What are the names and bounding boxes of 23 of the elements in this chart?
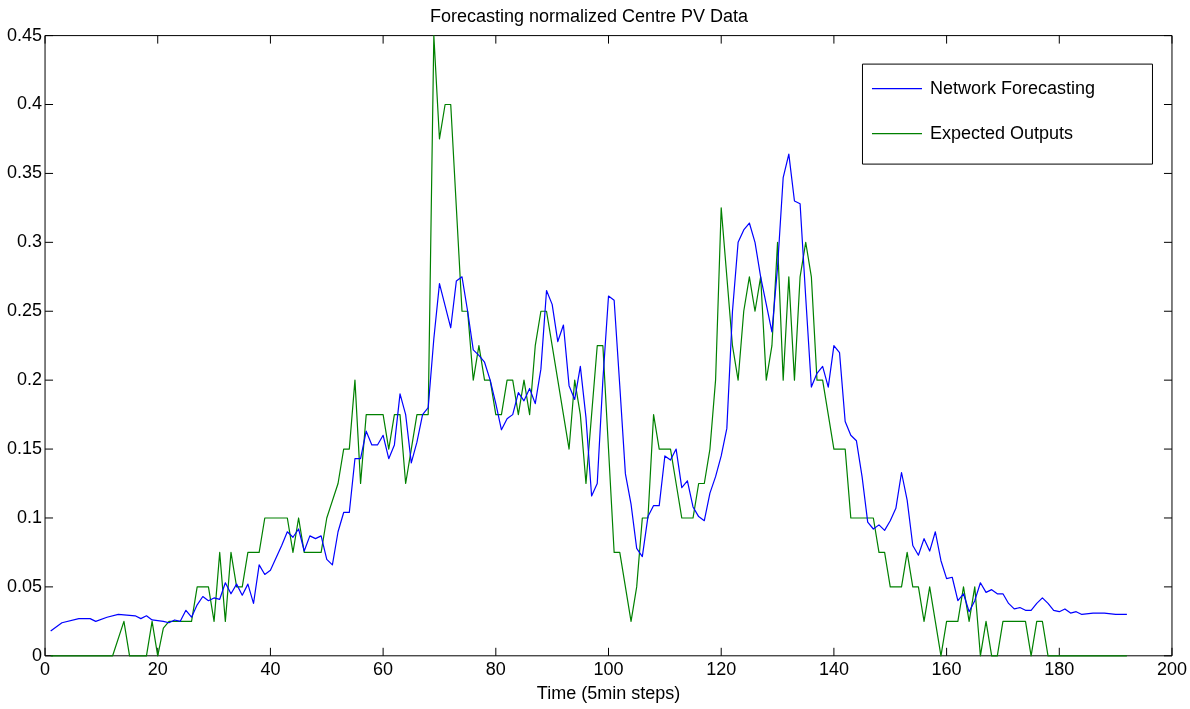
y-tick-label: 0.3 <box>17 231 43 252</box>
y-tick-label: 0.25 <box>6 300 43 321</box>
x-tick-label: 180 <box>1044 658 1075 679</box>
x-tick-label: 20 <box>147 658 168 679</box>
x-tick-label: 40 <box>260 658 281 679</box>
x-tick-label: 160 <box>931 658 962 679</box>
x-tick-label: 100 <box>593 658 624 679</box>
x-tick-label: 140 <box>818 658 849 679</box>
x-tick-label: 60 <box>373 658 394 679</box>
y-tick-label: 0.1 <box>17 506 43 527</box>
x-tick-label: 200 <box>1156 658 1188 679</box>
x-tick-label: 120 <box>706 658 737 679</box>
x-axis-title: Time (5min steps) <box>536 683 681 704</box>
y-tick-label: 0.2 <box>17 369 43 390</box>
legend-label: Network Forecasting <box>929 77 1096 98</box>
y-tick-label: 0.05 <box>6 575 43 596</box>
y-tick-label: 0.15 <box>6 438 43 459</box>
y-tick-label: 0.45 <box>6 24 43 45</box>
y-tick-label: 0.4 <box>17 93 43 114</box>
x-tick-label: 80 <box>485 658 506 679</box>
y-tick-label: 0.35 <box>6 162 43 183</box>
legend-label: Expected Outputs <box>929 122 1074 143</box>
chart-title: Forecasting normalized Centre PV Data <box>429 5 750 26</box>
